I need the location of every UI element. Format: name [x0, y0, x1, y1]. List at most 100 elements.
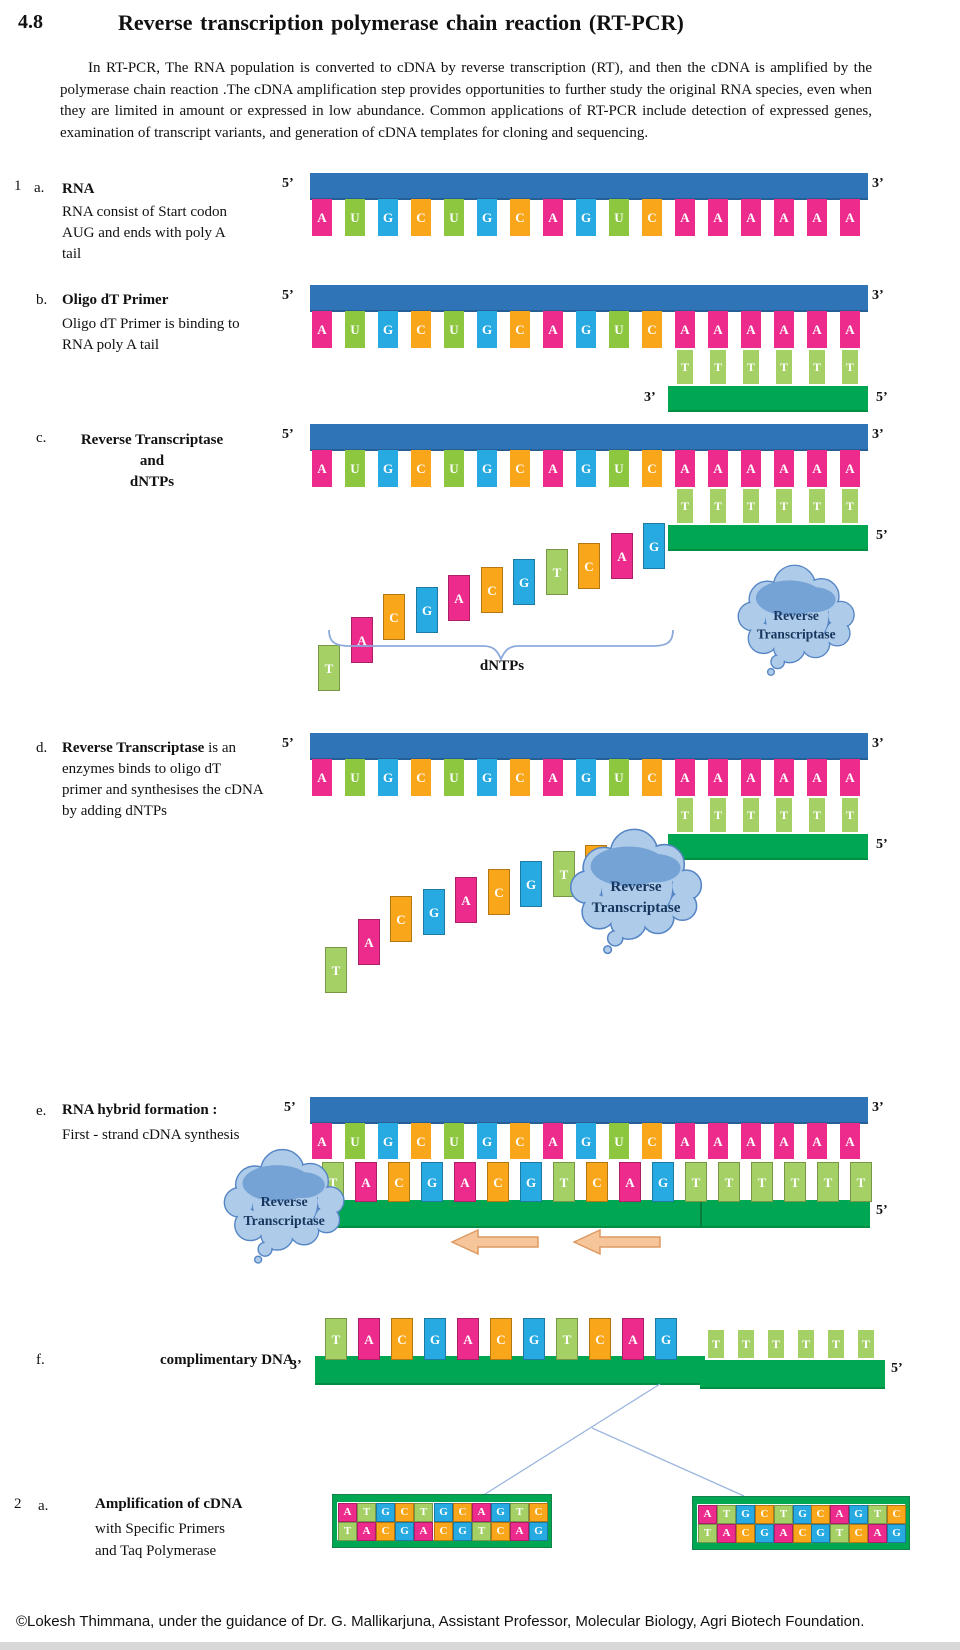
nucleotide-A: A	[840, 759, 860, 796]
dntps-label: dNTPs	[479, 658, 525, 674]
nucleotide-U: U	[609, 759, 629, 796]
left-arrow-2	[572, 1228, 661, 1256]
nucleotide-T: T	[685, 1162, 707, 1202]
nucleotide-G: G	[652, 1162, 674, 1202]
nucleotide-A: A	[675, 311, 695, 348]
nucleotide-A: A	[358, 919, 380, 965]
nucleotide-A: A	[774, 199, 794, 236]
nucleotide-C: C	[642, 450, 662, 487]
oligo-dt-backbone-d	[668, 834, 868, 860]
five-prime-label: 5’	[284, 1100, 296, 1115]
nucleotide-C: C	[411, 199, 431, 236]
nucleotide-A: A	[741, 1123, 761, 1159]
nucleotide-A: A	[675, 199, 695, 236]
amplification-connector-lines	[481, 1383, 745, 1497]
nucleotide-A: A	[619, 1162, 641, 1202]
nucleotide-G: G	[421, 1162, 443, 1202]
nucleotide-C: C	[411, 450, 431, 487]
nucleotide-G: G	[378, 759, 398, 796]
nucleotide-T: T	[809, 798, 825, 832]
nucleotide-U: U	[444, 199, 464, 236]
nucleotide-A: A	[312, 759, 332, 796]
step-b-letter: b.	[36, 292, 48, 308]
nucleotide-A: A	[611, 533, 633, 579]
nucleotide-A: A	[457, 1318, 479, 1360]
reverse-transcriptase-cloud-c: Reverse Transcriptase	[737, 564, 855, 676]
nucleotide-A: A	[312, 199, 332, 236]
nucleotide-G: G	[477, 1123, 497, 1159]
nucleotide-A: A	[675, 759, 695, 796]
step-a-letter: a.	[34, 180, 45, 196]
three-prime-label: 3’	[872, 1100, 884, 1115]
nucleotide-A: A	[807, 759, 827, 796]
nucleotide-G: G	[736, 1505, 755, 1524]
five-prime-label: 5’	[876, 528, 888, 543]
nucleotide-A: A	[840, 450, 860, 487]
nucleotide-A: A	[774, 450, 794, 487]
nucleotide-A: A	[741, 311, 761, 348]
nucleotide-C: C	[510, 759, 530, 796]
nucleotide-U: U	[444, 311, 464, 348]
nucleotide-A: A	[543, 1123, 563, 1159]
bottom-edge	[0, 1642, 960, 1650]
nucleotide-G: G	[793, 1505, 812, 1524]
nucleotide-A: A	[338, 1503, 357, 1522]
nucleotide-T: T	[776, 350, 792, 384]
nucleotide-T: T	[809, 489, 825, 523]
step-a-description: RNA consist of Start codon AUG and ends …	[62, 204, 227, 262]
step-d-letter: d.	[36, 740, 48, 756]
nucleotide-G: G	[887, 1524, 906, 1543]
nucleotide-C: C	[510, 1123, 530, 1159]
nucleotide-C: C	[376, 1522, 395, 1541]
nucleotide-T: T	[710, 489, 726, 523]
three-prime-label: 3’	[290, 1358, 302, 1373]
step-c-letter: c.	[36, 430, 47, 446]
step-c-title-line3: dNTPs	[129, 474, 175, 490]
step-f-title: complimentary DNA	[160, 1352, 294, 1368]
nucleotide-C: C	[391, 1318, 413, 1360]
nucleotide-A: A	[455, 877, 477, 923]
nucleotide-C: C	[411, 1123, 431, 1159]
nucleotide-T: T	[817, 1162, 839, 1202]
nucleotide-G: G	[576, 450, 596, 487]
nucleotide-A: A	[807, 450, 827, 487]
nucleotide-C: C	[849, 1524, 868, 1543]
nucleotide-T: T	[677, 350, 693, 384]
five-prime-label: 5’	[282, 427, 294, 442]
nucleotide-A: A	[357, 1522, 376, 1541]
nucleotide-T: T	[357, 1503, 376, 1522]
nucleotide-T: T	[510, 1503, 529, 1522]
five-prime-label: 5’	[876, 390, 888, 405]
nucleotide-T: T	[809, 350, 825, 384]
three-prime-label: 3’	[644, 390, 656, 405]
nucleotide-U: U	[345, 450, 365, 487]
enzyme-label: Reverse	[610, 879, 662, 895]
nucleotide-A: A	[312, 450, 332, 487]
page-title: Reverse transcription polymerase chain r…	[118, 10, 684, 35]
cdna-junction-e	[700, 1200, 702, 1226]
nucleotide-G: G	[849, 1505, 868, 1524]
nucleotide-C: C	[642, 199, 662, 236]
nucleotide-C: C	[383, 594, 405, 640]
nucleotide-A: A	[543, 450, 563, 487]
step-2-number: 2	[14, 1496, 22, 1512]
nucleotide-T: T	[710, 350, 726, 384]
nucleotide-A: A	[807, 311, 827, 348]
nucleotide-A: A	[774, 1524, 793, 1543]
nucleotide-A: A	[741, 759, 761, 796]
nucleotide-T: T	[546, 549, 568, 595]
five-prime-label: 5’	[891, 1361, 903, 1376]
nucleotide-A: A	[840, 1123, 860, 1159]
nucleotide-T: T	[776, 489, 792, 523]
nucleotide-A: A	[774, 311, 794, 348]
cdna-backbone-e	[318, 1200, 870, 1228]
nucleotide-G: G	[811, 1524, 830, 1543]
step-a-title: RNA	[62, 181, 95, 197]
enzyme-label: Reverse	[261, 1194, 308, 1209]
nucleotide-G: G	[477, 311, 497, 348]
reverse-transcriptase-cloud-e: Reverse Transcriptase	[223, 1148, 345, 1264]
nucleotide-C: C	[589, 1318, 611, 1360]
nucleotide-C: C	[586, 1162, 608, 1202]
nucleotide-C: C	[510, 199, 530, 236]
